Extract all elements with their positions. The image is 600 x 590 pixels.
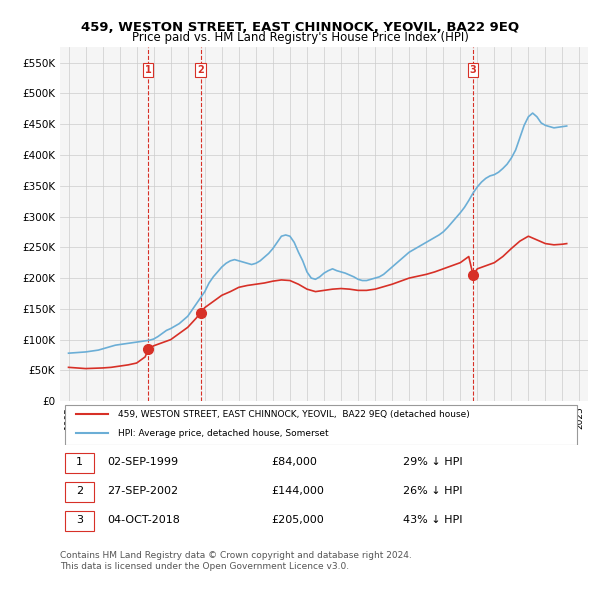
Text: 459, WESTON STREET, EAST CHINNOCK, YEOVIL,  BA22 9EQ (detached house): 459, WESTON STREET, EAST CHINNOCK, YEOVI… [118,410,470,419]
Text: 04-OCT-2018: 04-OCT-2018 [107,516,181,526]
Text: 3: 3 [470,65,476,75]
Text: £205,000: £205,000 [271,516,324,526]
Text: 02-SEP-1999: 02-SEP-1999 [107,457,179,467]
Text: HPI: Average price, detached house, Somerset: HPI: Average price, detached house, Some… [118,428,329,438]
FancyBboxPatch shape [65,512,94,532]
Text: 29% ↓ HPI: 29% ↓ HPI [403,457,463,467]
FancyBboxPatch shape [65,453,94,473]
Text: 2: 2 [76,486,83,496]
Text: £84,000: £84,000 [271,457,317,467]
Text: Contains HM Land Registry data © Crown copyright and database right 2024.: Contains HM Land Registry data © Crown c… [60,550,412,559]
FancyBboxPatch shape [65,482,94,502]
Text: This data is licensed under the Open Government Licence v3.0.: This data is licensed under the Open Gov… [60,562,349,571]
Text: 1: 1 [76,457,83,467]
Text: 27-SEP-2002: 27-SEP-2002 [107,486,179,496]
Text: 2: 2 [197,65,204,75]
Text: £144,000: £144,000 [271,486,324,496]
Text: 459, WESTON STREET, EAST CHINNOCK, YEOVIL, BA22 9EQ: 459, WESTON STREET, EAST CHINNOCK, YEOVI… [81,21,519,34]
Text: Price paid vs. HM Land Registry's House Price Index (HPI): Price paid vs. HM Land Registry's House … [131,31,469,44]
Text: 3: 3 [76,516,83,526]
Text: 1: 1 [145,65,151,75]
Text: 43% ↓ HPI: 43% ↓ HPI [403,516,463,526]
FancyBboxPatch shape [65,405,577,445]
Text: 26% ↓ HPI: 26% ↓ HPI [403,486,463,496]
